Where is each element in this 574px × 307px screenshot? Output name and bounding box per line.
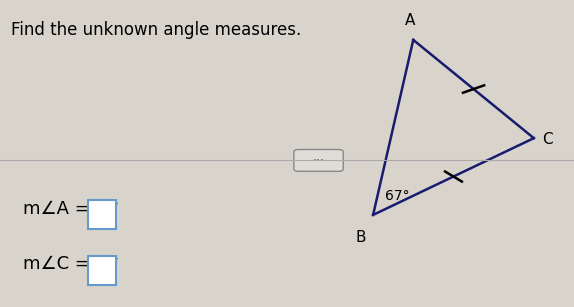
Text: C: C (542, 132, 553, 147)
Text: m∠C =: m∠C = (23, 255, 90, 273)
Text: Find the unknown angle measures.: Find the unknown angle measures. (11, 21, 302, 40)
Text: m∠A =: m∠A = (23, 200, 90, 218)
FancyBboxPatch shape (294, 150, 343, 171)
FancyBboxPatch shape (88, 256, 116, 285)
Text: °: ° (109, 200, 118, 218)
Text: °: ° (109, 255, 118, 273)
Text: 67°: 67° (385, 189, 409, 204)
Text: ···: ··· (313, 154, 324, 167)
FancyBboxPatch shape (88, 200, 116, 229)
Text: A: A (405, 13, 416, 28)
Text: B: B (355, 230, 366, 245)
